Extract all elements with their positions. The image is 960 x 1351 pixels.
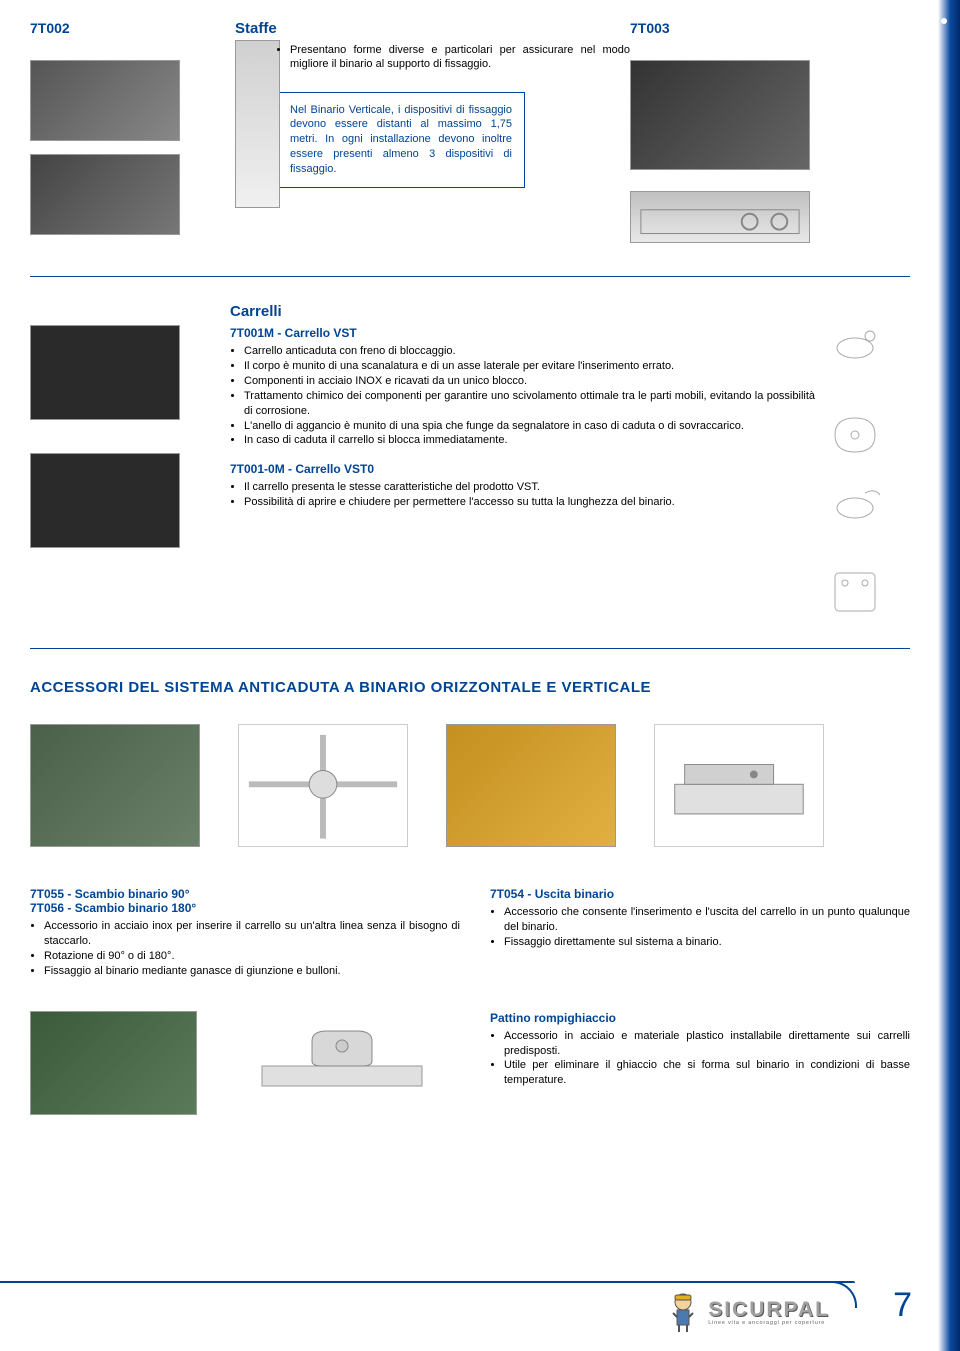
carrelli-title: Carrelli — [230, 303, 815, 320]
code-7t003: 7T003 — [630, 20, 910, 36]
carrello-vst0-list: Il carrello presenta le stesse caratteri… — [230, 480, 815, 510]
footer-logo: SICURPAL Linee vita e ancoraggi per cope… — [664, 1291, 830, 1333]
list-item: In caso di caduta il carrello si blocca … — [244, 433, 815, 448]
footer-line — [0, 1281, 855, 1283]
staffe-photo-3 — [630, 60, 810, 170]
list-item: Il carrello presenta le stesse caratteri… — [244, 480, 815, 495]
list-item: Utile per eliminare il ghiaccio che si f… — [504, 1058, 910, 1088]
scambio-photo — [30, 724, 200, 847]
separator-2 — [30, 648, 910, 649]
list-item: Fissaggio al binario mediante ganasce di… — [44, 964, 460, 979]
carrelli-left-col — [30, 303, 225, 618]
scambio-180-heading: 7T056 - Scambio binario 180° — [30, 901, 460, 915]
carrello-diagram-4 — [815, 563, 895, 618]
pattino-section: Pattino rompighiaccio Accessorio in acci… — [30, 1011, 910, 1115]
uscita-diagram — [654, 724, 824, 847]
scambio-diagram — [238, 724, 408, 847]
page-number: 7 — [893, 1286, 912, 1325]
carrello-vst0-photo — [30, 453, 180, 548]
carrello-vst-heading: 7T001M - Carrello VST — [230, 326, 815, 340]
scambio-90-heading: 7T055 - Scambio binario 90° — [30, 887, 460, 901]
staffe-bullets: Presentano forme diverse e particolari p… — [235, 43, 630, 72]
carrello-vst-list: Carrello anticaduta con freno di bloccag… — [230, 344, 815, 448]
scambio-list: Accessorio in acciaio inox per inserire … — [30, 919, 460, 978]
list-item: Il corpo è munito di una scanalatura e d… — [244, 359, 815, 374]
pattino-images — [30, 1011, 490, 1115]
staffe-diagram-wide — [630, 191, 810, 243]
pattino-photo — [30, 1011, 197, 1115]
carrelli-section: Carrelli 7T001M - Carrello VST Carrello … — [30, 303, 910, 618]
logo-text: SICURPAL — [708, 1298, 830, 1322]
staffe-bullet: Presentano forme diverse e particolari p… — [249, 43, 630, 72]
pattino-diagram — [242, 1011, 442, 1111]
list-item: Componenti in acciaio INOX e ricavati da… — [244, 374, 815, 389]
staffe-section: 7T002 Staffe Presentano forme diverse e … — [30, 20, 910, 246]
page-content: 7T002 Staffe Presentano forme diverse e … — [0, 0, 960, 1351]
staffe-mid-col: Staffe Presentano forme diverse e partic… — [230, 20, 630, 246]
list-item: Accessorio in acciaio inox per inserire … — [44, 919, 460, 949]
uscita-list: Accessorio che consente l'inserimento e … — [490, 905, 910, 950]
staffe-photo-1 — [30, 60, 180, 141]
pattino-list: Accessorio in acciaio e materiale plasti… — [490, 1029, 910, 1088]
carrello-diagram-2 — [815, 408, 895, 463]
page-footer: SICURPAL Linee vita e ancoraggi per cope… — [0, 1281, 960, 1336]
list-item: Accessorio che consente l'inserimento e … — [504, 905, 910, 935]
list-item: Rotazione di 90° o di 180°. — [44, 949, 460, 964]
separator-1 — [30, 276, 910, 277]
pattino-text: Pattino rompighiaccio Accessorio in acci… — [490, 1011, 910, 1115]
uscita-heading: 7T054 - Uscita binario — [490, 887, 910, 901]
carrello-vst0-heading: 7T001-0M - Carrello VST0 — [230, 462, 815, 476]
logo-subtitle: Linee vita e ancoraggi per coperture — [708, 1320, 830, 1326]
staffe-right-col: 7T003 — [630, 20, 910, 246]
carrello-diagram-1 — [815, 328, 895, 383]
list-item: Accessorio in acciaio e materiale plasti… — [504, 1029, 910, 1059]
list-item: Carrello anticaduta con freno di bloccag… — [244, 344, 815, 359]
accessori-title: ACCESSORI DEL SISTEMA ANTICADUTA A BINAR… — [30, 679, 910, 696]
carrello-diagram-3 — [815, 483, 895, 538]
accessori-images-row — [30, 724, 910, 847]
scambio-col: 7T055 - Scambio binario 90° 7T056 - Scam… — [30, 887, 460, 978]
list-item: Trattamento chimico dei componenti per g… — [244, 389, 815, 419]
list-item: Possibilità di aprire e chiudere per per… — [244, 495, 815, 510]
list-item: L'anello di aggancio è munito di una spi… — [244, 419, 815, 434]
staffe-diagram-tall — [235, 40, 280, 208]
accessori-columns: 7T055 - Scambio binario 90° 7T056 - Scam… — [30, 887, 910, 978]
staffe-photo-2 — [30, 154, 180, 235]
uscita-col: 7T054 - Uscita binario Accessorio che co… — [490, 887, 910, 978]
mascot-icon — [664, 1291, 702, 1333]
staffe-title: Staffe — [235, 20, 630, 37]
carrelli-right-col — [815, 303, 910, 618]
code-7t002: 7T002 — [30, 20, 230, 36]
list-item: Fissaggio direttamente sul sistema a bin… — [504, 935, 910, 950]
carrelli-mid-col: Carrelli 7T001M - Carrello VST Carrello … — [225, 303, 815, 618]
staffe-left-col: 7T002 — [30, 20, 230, 246]
pattino-heading: Pattino rompighiaccio — [490, 1011, 910, 1025]
carrello-vst-photo — [30, 325, 180, 420]
uscita-photo — [446, 724, 616, 847]
